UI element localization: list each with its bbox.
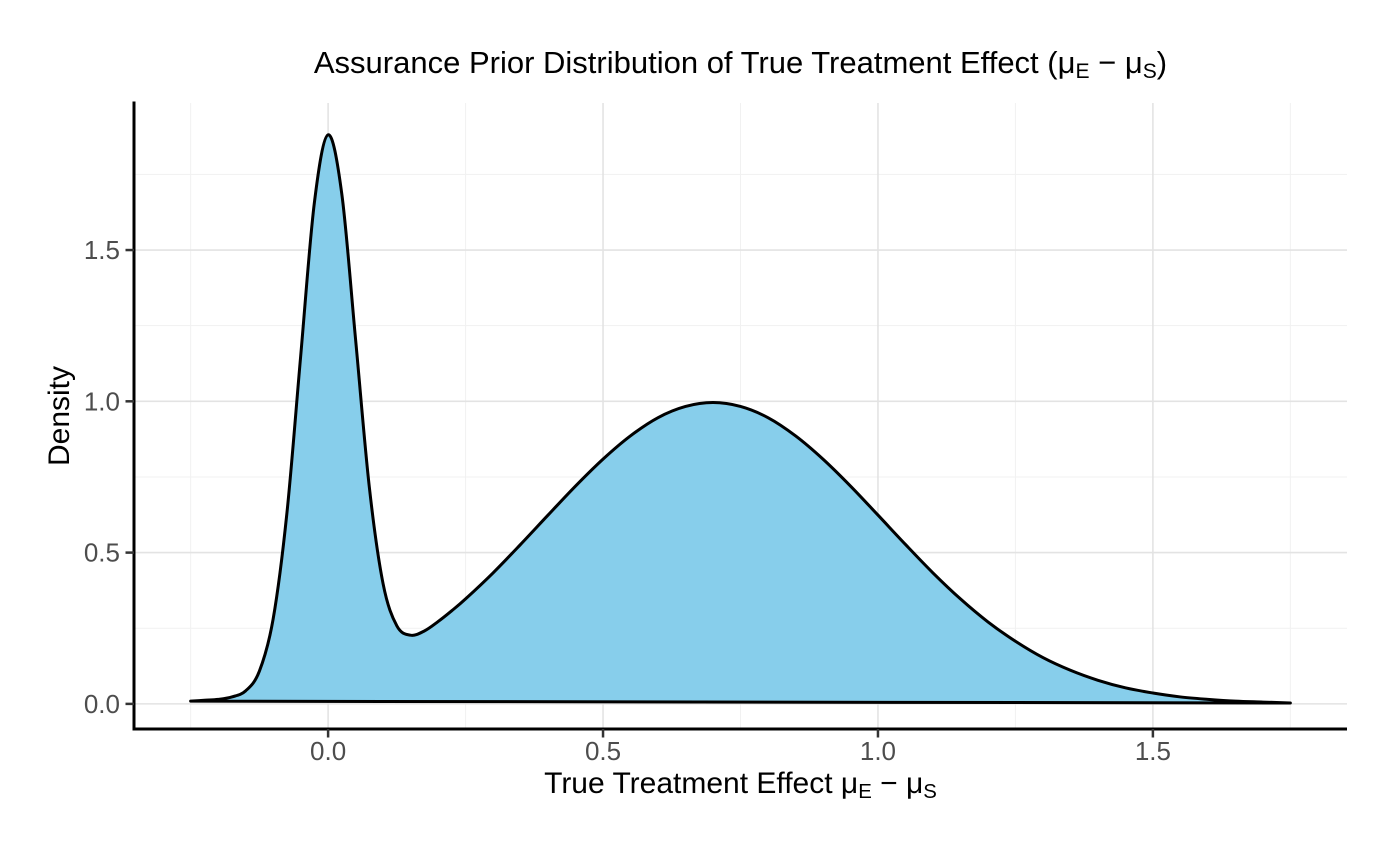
ticks-group xyxy=(125,248,1155,738)
x-tick-label: 1.0 xyxy=(860,736,896,766)
chart-title-close-paren: ) xyxy=(1156,45,1168,80)
x-axis-title: True Treatment Effect μE − μS xyxy=(134,766,1347,803)
chart-title-minus: − μ xyxy=(1089,45,1143,80)
y-tick-label: 0.5 xyxy=(84,538,120,568)
axes-group xyxy=(132,101,1347,731)
x-tick-label: 0.0 xyxy=(310,736,346,766)
density-series-group xyxy=(189,133,1292,705)
y-axis-title: Density xyxy=(43,365,76,467)
x-axis-title-subscript-s: S xyxy=(923,780,937,803)
chart-title-text: Assurance Prior Distribution of True Tre… xyxy=(313,45,1076,80)
x-axis-title-subscript-e: E xyxy=(858,780,872,803)
x-tick-label: 1.5 xyxy=(1135,736,1171,766)
x-tick-label: 0.5 xyxy=(585,736,621,766)
chart-title-subscript-e: E xyxy=(1075,60,1090,84)
chart-title: Assurance Prior Distribution of True Tre… xyxy=(134,44,1347,84)
x-axis-title-minus: − μ xyxy=(871,767,924,800)
y-tick-label: 0.0 xyxy=(84,689,120,719)
tick-labels-group: 0.0 0.5 1.0 1.5 0.0 0.5 1.0 1.5 xyxy=(84,235,1171,766)
density-area xyxy=(189,133,1292,705)
x-axis-title-text: True Treatment Effect μ xyxy=(544,767,859,800)
y-tick-label: 1.0 xyxy=(84,386,120,416)
y-tick-label: 1.5 xyxy=(84,235,120,265)
chart-title-subscript-s: S xyxy=(1142,60,1157,84)
